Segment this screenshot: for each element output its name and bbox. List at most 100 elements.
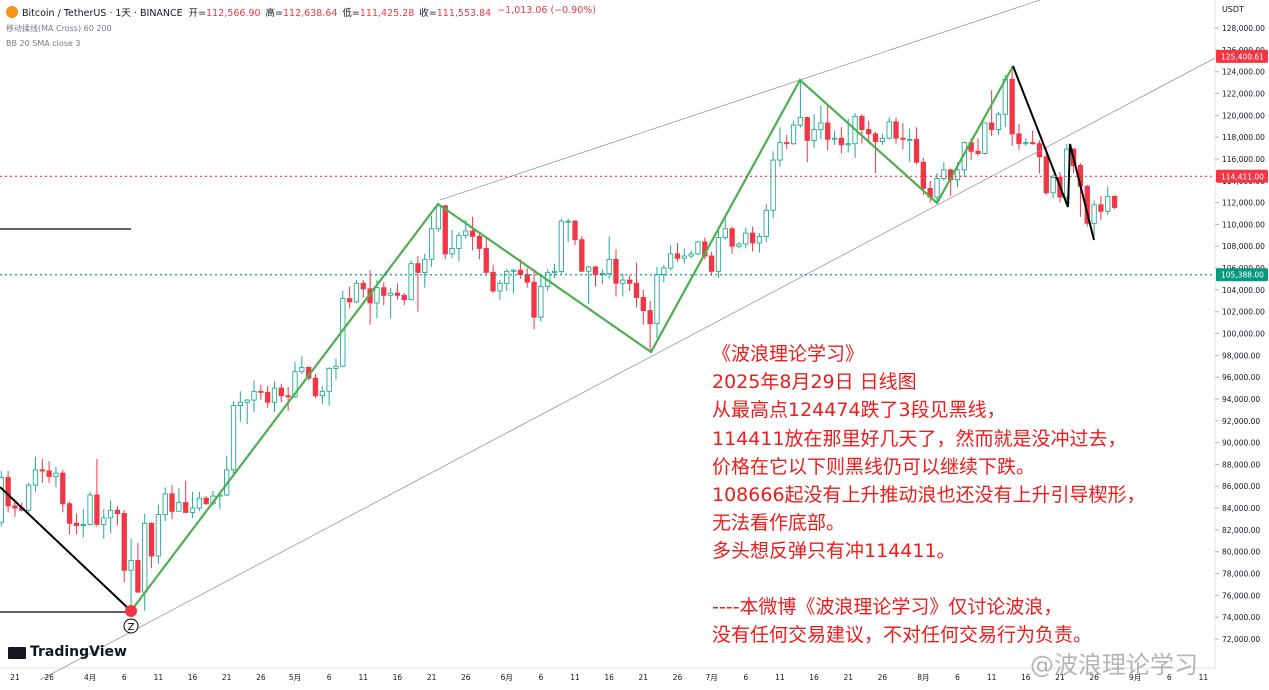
candle-body	[1050, 177, 1056, 194]
y-tick-label: 90,000.00	[1222, 439, 1260, 448]
ohlc-item: 收=111,553.84	[419, 5, 491, 19]
candle-body	[39, 469, 45, 472]
candle-body	[442, 205, 448, 255]
candle-body	[422, 258, 428, 273]
candle-body	[729, 228, 735, 247]
candle-body	[265, 391, 271, 403]
candle-body	[1036, 143, 1043, 158]
x-tick-label: 21	[222, 673, 232, 682]
x-tick-label: 11	[570, 673, 580, 682]
candle-body	[893, 121, 899, 139]
x-tick-label: 21	[1055, 673, 1065, 682]
candle-body	[94, 494, 100, 525]
candle-body	[428, 228, 435, 260]
candle-body	[640, 297, 646, 312]
candle-body	[708, 255, 715, 272]
candle-body	[913, 138, 920, 163]
candle-body	[620, 279, 626, 284]
candle-body	[825, 122, 831, 140]
candle-body	[374, 287, 380, 304]
ohlc: 开=112,566.90 高=112,638.64 低=111,425.28 收=11…	[189, 5, 492, 19]
candle-body	[490, 271, 496, 292]
candle-body	[251, 390, 257, 401]
y-tick-label: 94,000.00	[1222, 395, 1260, 404]
candle-body	[483, 247, 489, 273]
candle-body	[941, 169, 947, 180]
candle-body	[633, 282, 640, 298]
candle-body	[196, 497, 203, 509]
ohlc-label: 开=	[188, 8, 207, 19]
candle-body	[1029, 142, 1036, 145]
y-tick-label: 120,000.00	[1222, 111, 1265, 120]
candle-body	[654, 274, 660, 325]
price-tag-label: 105,388.00	[1221, 271, 1264, 280]
x-tick-label: 11	[987, 673, 997, 682]
x-tick-label: 9月	[1129, 673, 1141, 682]
candle-body	[60, 472, 66, 505]
wave-line	[0, 486, 132, 612]
candle-body	[866, 129, 872, 135]
candle-body	[1023, 142, 1029, 145]
x-tick-label: 6	[538, 673, 543, 682]
candle-body	[360, 282, 366, 290]
candle-body	[353, 282, 360, 303]
x-tick-label: 6	[327, 673, 332, 682]
candle-body	[599, 273, 605, 276]
x-tick-label: 4月	[84, 673, 96, 682]
candle-body	[319, 390, 325, 397]
x-tick-label: 26	[44, 673, 54, 682]
note-line: 108666起没有上升推动浪也还没有上升引导楔形，	[712, 484, 1146, 506]
y-tick-label: 124,000.00	[1222, 68, 1265, 77]
x-tick-label: 11	[775, 673, 785, 682]
price-tag-label: 125,400.61	[1221, 52, 1264, 61]
candle-body	[32, 469, 39, 486]
candle-body	[743, 232, 749, 245]
candle-body	[107, 509, 114, 519]
y-tick-label: 78,000.00	[1222, 570, 1260, 579]
change: −1,013.06 (−0.90%)	[497, 5, 597, 16]
candle-body	[715, 237, 722, 272]
wave-line	[1012, 65, 1095, 241]
y-tick-label: 116,000.00	[1222, 155, 1265, 164]
candle-body	[87, 494, 93, 525]
x-tick-label: 8月	[917, 673, 929, 682]
candle-body	[0, 477, 4, 523]
candle-body	[907, 138, 913, 141]
ohlc-value: 111,553.84	[436, 8, 492, 19]
note-line: 114411放在那里好几天了，然而就是没冲过去，	[712, 427, 1127, 450]
price-tag	[1216, 169, 1268, 183]
ohlc-item: 高=112,638.64	[266, 5, 338, 19]
y-tick-label: 112,000.00	[1222, 199, 1265, 208]
candle-body	[784, 142, 790, 145]
x-tick-label: 6	[955, 673, 960, 682]
ohlc-item: 低=111,425.28	[342, 5, 414, 19]
candle-body	[1009, 78, 1015, 135]
candle-body	[818, 122, 824, 130]
candle-body	[435, 205, 442, 230]
currency[interactable]: USDT	[1222, 5, 1244, 14]
price-axis-bg	[1215, 0, 1269, 690]
candle-body	[101, 517, 107, 525]
candle-body	[797, 117, 804, 126]
indicator[interactable]: BB 20 SMA close 3	[6, 39, 81, 48]
candle-body	[46, 470, 52, 477]
candle-body	[756, 235, 763, 244]
indicator[interactable]: 移动揉线(MA Cross) 60 200	[6, 24, 112, 33]
y-tick-label: 118,000.00	[1222, 133, 1265, 142]
candle-body	[749, 232, 756, 244]
ohlc-label: 低=	[342, 8, 360, 19]
channel-line	[439, 0, 1041, 201]
candle-body	[148, 522, 155, 557]
x-tick-label: 26	[1089, 673, 1099, 682]
y-tick-label: 88,000.00	[1222, 460, 1260, 469]
ohlc-item: 开=112,566.90	[189, 5, 261, 19]
x-tick-label: 5月	[289, 673, 301, 682]
candle-body	[346, 298, 353, 303]
candle-body	[237, 401, 243, 406]
y-tick-label: 80,000.00	[1222, 548, 1260, 557]
candle-body	[579, 239, 585, 272]
candle-body	[763, 209, 769, 237]
brand-logo	[8, 647, 26, 659]
candle-body	[531, 281, 537, 318]
